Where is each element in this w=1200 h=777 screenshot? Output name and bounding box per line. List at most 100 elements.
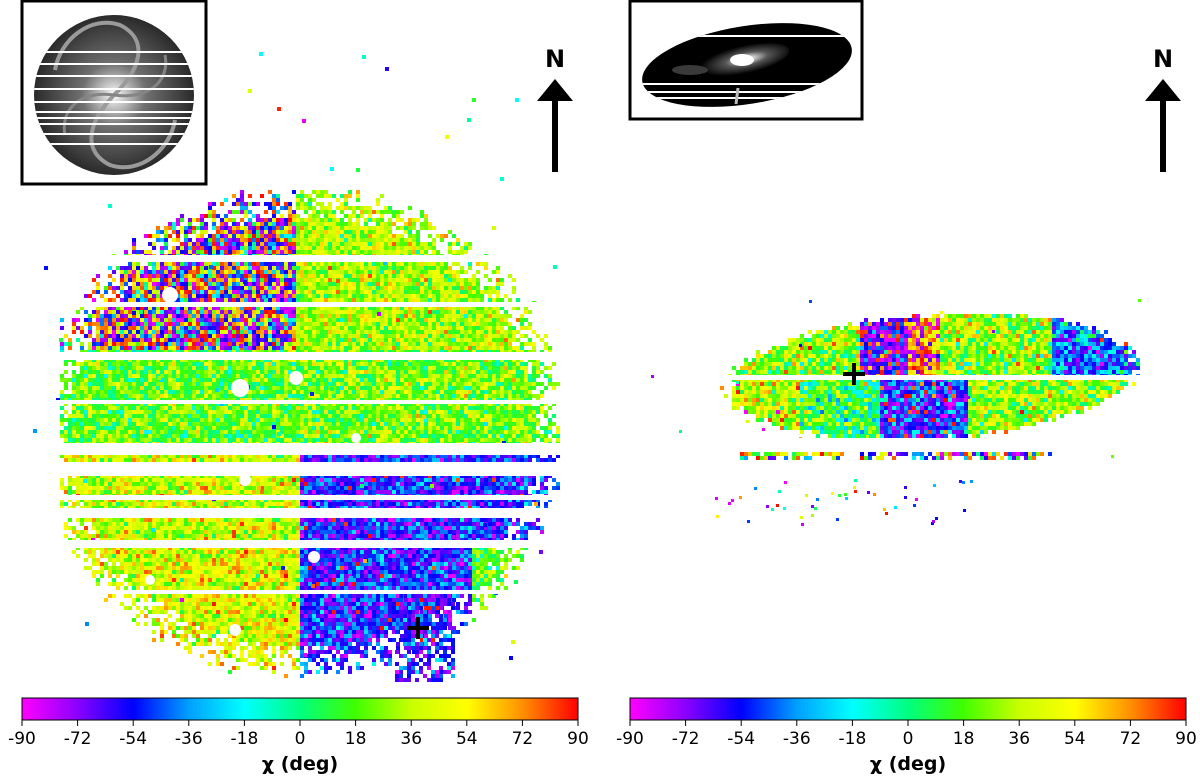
map-pixel bbox=[392, 294, 396, 298]
map-pixel bbox=[292, 334, 296, 338]
map-pixel bbox=[452, 334, 456, 338]
map-pixel bbox=[284, 314, 288, 318]
map-pixel bbox=[476, 286, 480, 290]
map-pixel bbox=[368, 406, 372, 410]
map-pixel bbox=[356, 282, 360, 286]
map-pixel bbox=[316, 366, 320, 370]
map-pixel bbox=[196, 306, 200, 310]
map-pixel bbox=[76, 382, 80, 386]
map-pixel bbox=[288, 286, 292, 290]
map-pixel bbox=[220, 382, 224, 386]
map-pixel bbox=[220, 298, 224, 302]
map-pixel bbox=[420, 338, 424, 342]
map-pixel bbox=[384, 230, 388, 234]
map-pixel bbox=[252, 386, 256, 390]
map-pixel bbox=[528, 326, 532, 330]
map-pixel bbox=[308, 218, 312, 222]
map-pixel bbox=[348, 306, 352, 310]
map-pixel bbox=[244, 206, 248, 210]
map-pixel bbox=[352, 230, 356, 234]
map-pixel bbox=[436, 290, 440, 294]
map-pixel bbox=[136, 382, 140, 386]
map-pixel bbox=[328, 250, 332, 254]
map-pixel bbox=[464, 242, 468, 246]
map-pixel bbox=[496, 278, 500, 282]
map-pixel bbox=[236, 250, 240, 254]
map-pixel bbox=[428, 326, 432, 330]
map-pixel bbox=[160, 366, 164, 370]
map-pixel bbox=[336, 326, 340, 330]
map-pixel bbox=[384, 270, 388, 274]
map-pixel bbox=[320, 374, 324, 378]
map-pixel bbox=[360, 390, 364, 394]
map-pixel bbox=[236, 330, 240, 334]
map-pixel bbox=[420, 310, 424, 314]
map-pixel bbox=[400, 322, 404, 326]
map-pixel bbox=[128, 306, 132, 310]
map-pixel bbox=[248, 298, 252, 302]
map-pixel bbox=[432, 378, 436, 382]
map-pixel bbox=[404, 390, 408, 394]
map-pixel bbox=[112, 330, 116, 334]
map-pixel bbox=[228, 386, 232, 390]
map-pixel bbox=[96, 366, 100, 370]
map-pixel bbox=[388, 270, 392, 274]
map-pixel bbox=[248, 346, 252, 350]
map-pixel bbox=[212, 394, 216, 398]
map-pixel bbox=[344, 290, 348, 294]
map-pixel bbox=[528, 390, 532, 394]
map-pixel bbox=[528, 406, 532, 410]
map-pixel bbox=[276, 318, 280, 322]
map-pixel bbox=[184, 274, 188, 278]
map-pixel bbox=[92, 298, 96, 302]
map-pixel bbox=[516, 318, 520, 322]
map-pixel bbox=[232, 234, 236, 238]
map-pixel bbox=[368, 342, 372, 346]
map-pixel bbox=[216, 406, 220, 410]
map-pixel bbox=[288, 366, 292, 370]
map-pixel bbox=[248, 194, 252, 198]
map-pixel bbox=[140, 334, 144, 338]
map-pixel bbox=[160, 318, 164, 322]
map-pixel bbox=[144, 314, 148, 318]
map-pixel bbox=[312, 226, 316, 230]
map-pixel bbox=[460, 386, 464, 390]
map-pixel bbox=[292, 270, 296, 274]
map-pixel bbox=[252, 390, 256, 394]
map-pixel bbox=[328, 194, 332, 198]
map-pixel bbox=[188, 318, 192, 322]
map-pixel bbox=[196, 294, 200, 298]
map-pixel bbox=[304, 322, 308, 326]
map-pixel bbox=[460, 298, 464, 302]
map-pixel bbox=[184, 338, 188, 342]
map-pixel bbox=[232, 378, 236, 382]
map-pixel bbox=[352, 206, 356, 210]
map-pixel bbox=[436, 370, 440, 374]
map-pixel bbox=[128, 270, 132, 274]
map-pixel bbox=[372, 334, 376, 338]
map-pixel bbox=[256, 274, 260, 278]
map-pixel bbox=[496, 406, 500, 410]
map-pixel bbox=[276, 366, 280, 370]
map-pixel bbox=[88, 410, 92, 414]
map-pixel bbox=[224, 246, 228, 250]
map-pixel bbox=[196, 410, 200, 414]
map-pixel bbox=[348, 390, 352, 394]
map-pixel bbox=[300, 330, 304, 334]
map-pixel bbox=[332, 286, 336, 290]
map-pixel bbox=[392, 286, 396, 290]
map-pixel bbox=[344, 278, 348, 282]
map-pixel bbox=[420, 274, 424, 278]
map-pixel bbox=[200, 298, 204, 302]
map-pixel bbox=[244, 394, 248, 398]
map-pixel bbox=[172, 382, 176, 386]
map-pixel bbox=[164, 230, 168, 234]
map-pixel bbox=[328, 218, 332, 222]
map-pixel bbox=[348, 278, 352, 282]
map-pixel bbox=[204, 366, 208, 370]
map-pixel bbox=[276, 274, 280, 278]
map-pixel bbox=[160, 410, 164, 414]
map-pixel bbox=[136, 306, 140, 310]
map-pixel bbox=[468, 286, 472, 290]
map-pixel bbox=[352, 326, 356, 330]
